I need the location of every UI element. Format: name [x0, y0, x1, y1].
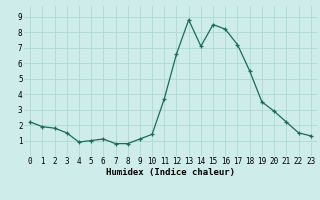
X-axis label: Humidex (Indice chaleur): Humidex (Indice chaleur) — [106, 168, 235, 177]
